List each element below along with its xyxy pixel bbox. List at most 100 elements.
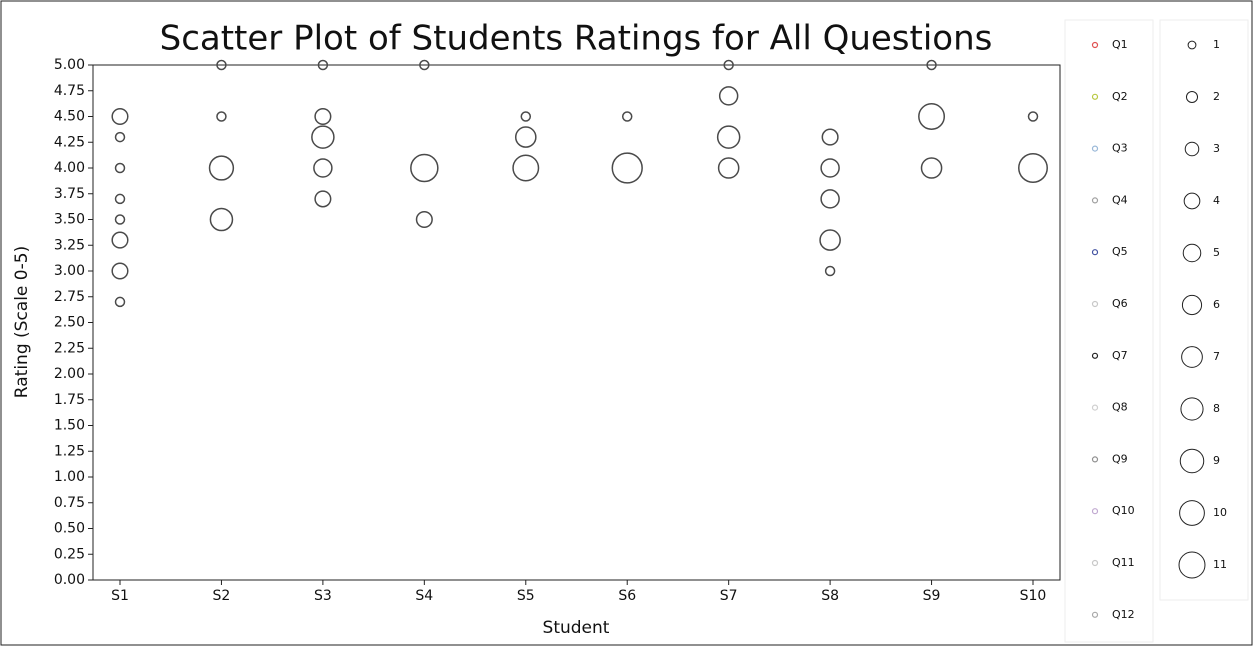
point — [820, 158, 840, 178]
size-legend-marker — [1181, 294, 1203, 316]
point — [208, 155, 235, 181]
y-tick-label: 2.50 — [54, 315, 85, 331]
legend-box — [1064, 19, 1154, 643]
y-tick-label: 5.00 — [54, 57, 85, 73]
point — [311, 125, 335, 149]
y-tick-label: 1.25 — [54, 443, 85, 459]
point — [114, 193, 126, 205]
legend-marker — [1091, 352, 1099, 359]
size-legend-label: 2 — [1213, 90, 1220, 103]
legend-label: Q11 — [1112, 556, 1135, 569]
legend-marker — [1091, 93, 1099, 100]
size-legend-marker — [1180, 397, 1204, 421]
x-tick-label: S1 — [111, 588, 129, 604]
point — [410, 153, 439, 183]
y-tick-label: 2.75 — [54, 289, 85, 305]
point — [114, 296, 126, 308]
size-legend-marker — [1185, 90, 1199, 104]
y-tick-label: 3.00 — [54, 263, 85, 279]
legend-label: Q5 — [1112, 245, 1128, 258]
size-legend-label: 7 — [1213, 350, 1220, 363]
legend-label: Q6 — [1112, 297, 1128, 310]
point — [920, 157, 943, 179]
legend-label: Q1 — [1112, 38, 1128, 51]
point — [419, 59, 430, 71]
legend-marker — [1091, 249, 1099, 256]
y-tick-label: 3.50 — [54, 212, 85, 228]
point — [819, 229, 841, 251]
size-legend-box — [1159, 19, 1249, 601]
x-tick-label: S5 — [517, 588, 535, 604]
x-tick-label: S8 — [821, 588, 839, 604]
x-tick-label: S9 — [923, 588, 941, 604]
point — [314, 107, 332, 126]
legend-label: Q4 — [1112, 193, 1128, 206]
y-tick-label: 4.25 — [54, 134, 85, 150]
point — [111, 231, 129, 249]
size-legend-label: 1 — [1213, 38, 1220, 51]
point — [512, 154, 540, 182]
point — [718, 86, 739, 106]
point — [716, 125, 741, 149]
size-legend-marker — [1179, 448, 1205, 474]
point — [314, 190, 332, 208]
point — [717, 157, 740, 179]
y-tick-label: 2.25 — [54, 340, 85, 356]
plot-area — [92, 64, 1061, 581]
size-legend-label: 11 — [1213, 558, 1227, 571]
y-tick-label: 1.50 — [54, 418, 85, 434]
size-legend-marker — [1183, 192, 1201, 210]
point — [1018, 153, 1048, 183]
point — [621, 111, 633, 122]
legend-marker — [1091, 145, 1099, 152]
size-legend-label: 9 — [1213, 454, 1220, 467]
legend-marker — [1091, 611, 1099, 618]
y-tick-label: 1.75 — [54, 392, 85, 408]
x-tick-label: S2 — [213, 588, 231, 604]
point — [820, 189, 840, 209]
x-tick-label: S3 — [314, 588, 332, 604]
size-legend-label: 6 — [1213, 298, 1220, 311]
point — [824, 265, 836, 277]
point — [317, 59, 329, 71]
legend-label: Q9 — [1112, 452, 1128, 465]
y-tick-label: 4.00 — [54, 160, 85, 176]
x-tick-label: S10 — [1020, 588, 1047, 604]
point — [114, 162, 126, 174]
x-tick-label: S4 — [415, 588, 433, 604]
legend-marker — [1091, 508, 1099, 515]
size-legend-label: 3 — [1213, 142, 1220, 155]
y-tick-label: 1.00 — [54, 469, 85, 485]
legend-marker — [1091, 404, 1099, 411]
chart-title: Scatter Plot of Students Ratings for All… — [160, 19, 993, 59]
point — [918, 103, 946, 130]
legend-marker — [1091, 197, 1099, 204]
y-tick-label: 3.25 — [54, 237, 85, 253]
legend-label: Q10 — [1112, 504, 1135, 517]
size-legend-marker — [1182, 243, 1202, 263]
legend-label: Q8 — [1112, 401, 1128, 414]
y-tick-label: 0.50 — [54, 521, 85, 537]
size-legend-label: 5 — [1213, 246, 1220, 259]
size-legend-marker — [1187, 40, 1197, 50]
point — [114, 214, 126, 225]
size-legend-marker — [1179, 500, 1205, 526]
size-legend-marker — [1181, 346, 1203, 368]
x-tick-label: S6 — [618, 588, 636, 604]
legend-label: Q7 — [1112, 349, 1128, 362]
y-tick-label: 2.00 — [54, 366, 85, 382]
y-tick-label: 0.25 — [54, 546, 85, 562]
y-tick-label: 0.75 — [54, 495, 85, 511]
legend-marker — [1091, 300, 1099, 308]
legend-label: Q3 — [1112, 142, 1128, 155]
size-legend-label: 10 — [1213, 506, 1227, 519]
point — [114, 131, 126, 143]
point — [216, 111, 227, 122]
point — [313, 158, 333, 178]
legend-label: Q12 — [1112, 608, 1135, 621]
point — [415, 210, 433, 229]
point — [1027, 111, 1039, 122]
size-legend-label: 4 — [1213, 194, 1220, 207]
